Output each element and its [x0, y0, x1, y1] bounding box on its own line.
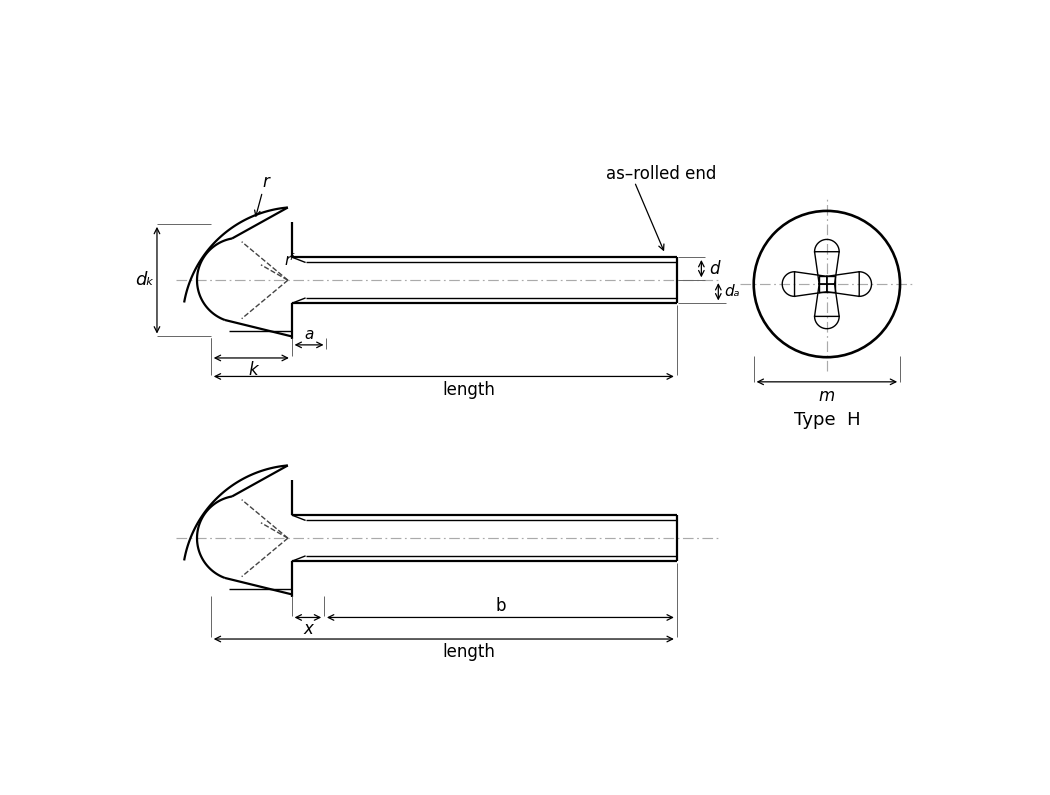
Text: Type  H: Type H [794, 411, 860, 429]
Text: rᶠ: rᶠ [284, 253, 295, 268]
Text: length: length [442, 643, 496, 661]
Text: k: k [249, 360, 258, 378]
Text: length: length [442, 381, 496, 398]
Text: x: x [303, 620, 313, 638]
Text: m: m [819, 386, 835, 405]
Text: a: a [304, 328, 314, 343]
Text: r: r [262, 173, 270, 192]
Text: dₖ: dₖ [135, 271, 154, 289]
Text: d: d [709, 260, 719, 277]
Text: b: b [496, 597, 506, 615]
Text: dₐ: dₐ [724, 285, 740, 299]
Text: as–rolled end: as–rolled end [606, 165, 716, 183]
